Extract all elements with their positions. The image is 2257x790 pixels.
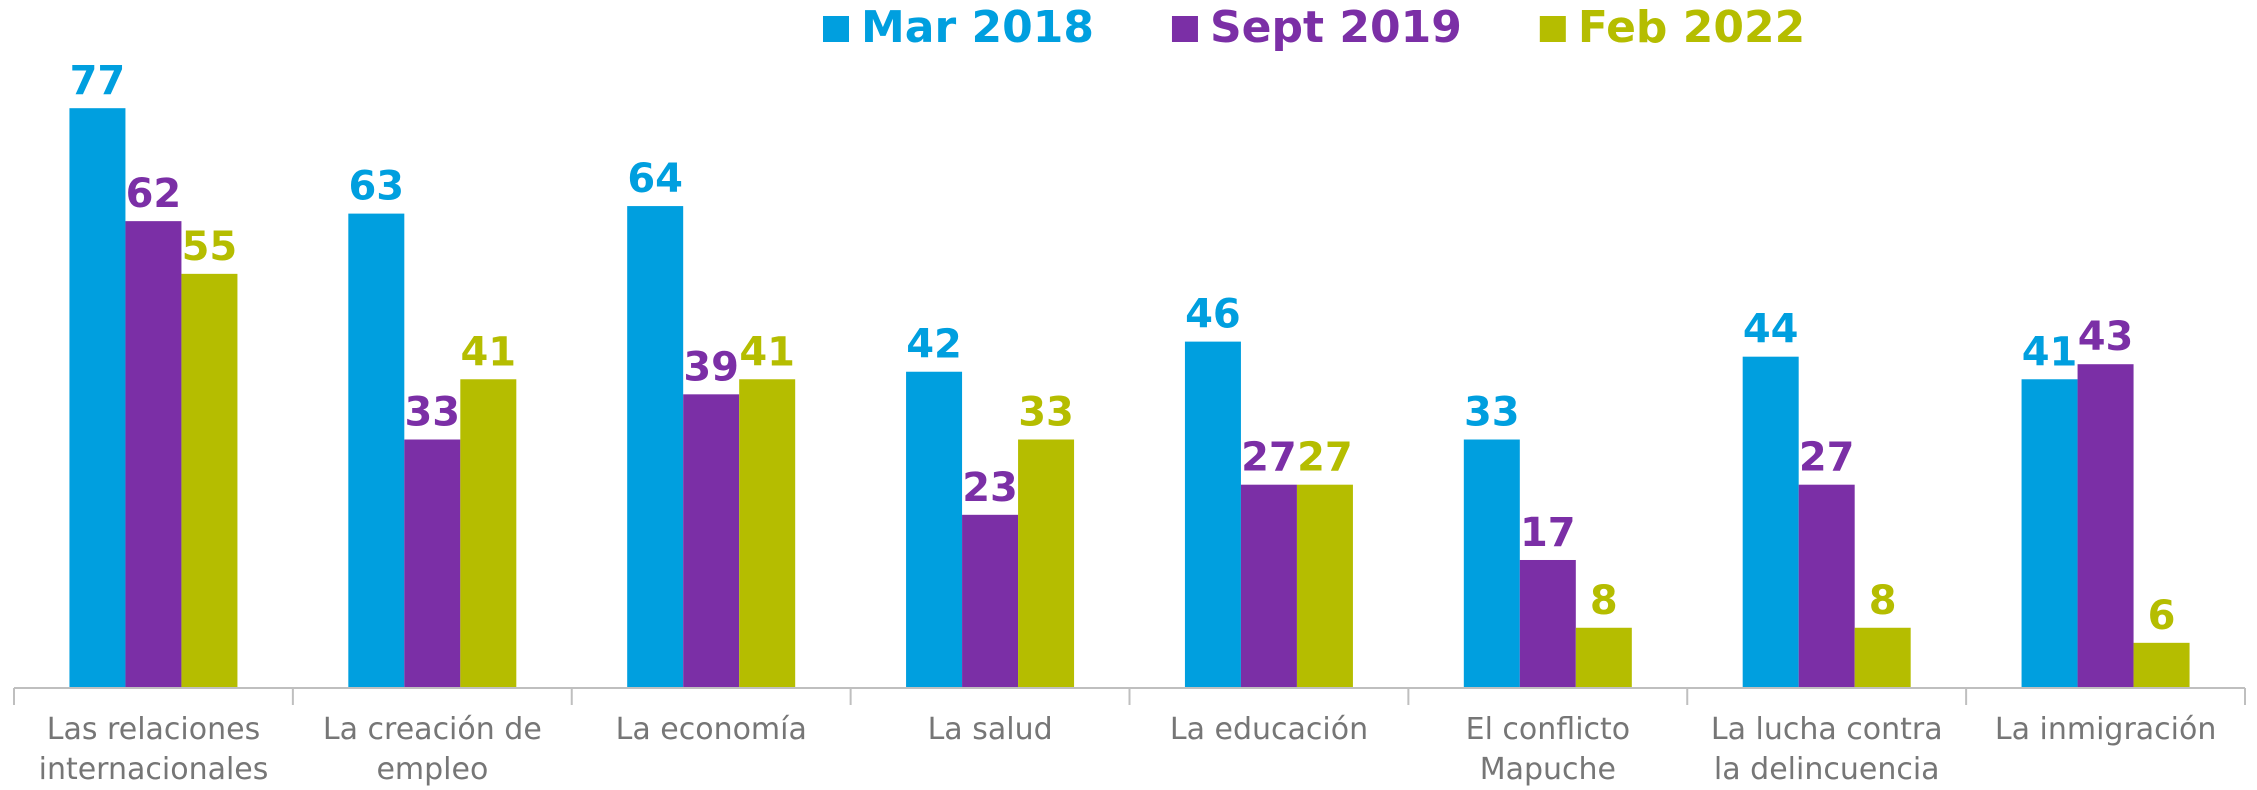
bar bbox=[2133, 642, 2190, 688]
data-label: 8 bbox=[1590, 578, 1618, 624]
data-label: 64 bbox=[627, 156, 683, 202]
bar bbox=[683, 394, 740, 688]
legend-label: Sept 2019 bbox=[1210, 2, 1462, 53]
bar bbox=[125, 221, 182, 688]
data-label: 23 bbox=[962, 465, 1018, 511]
bar bbox=[1519, 559, 1576, 688]
bar bbox=[739, 379, 796, 688]
data-label: 27 bbox=[1297, 435, 1353, 481]
data-label: 39 bbox=[683, 344, 739, 390]
x-tick-label: La creación de empleo bbox=[322, 712, 542, 787]
data-label: 33 bbox=[1464, 390, 1520, 436]
data-label: 42 bbox=[906, 322, 962, 368]
data-label: 43 bbox=[2078, 314, 2134, 360]
x-tick-label: La inmigración bbox=[1994, 712, 2217, 747]
data-label: 46 bbox=[1185, 292, 1241, 338]
data-label: 41 bbox=[739, 329, 795, 375]
data-label: 44 bbox=[1743, 307, 1799, 353]
data-label: 55 bbox=[182, 224, 238, 270]
data-label: 62 bbox=[126, 171, 182, 217]
bar bbox=[181, 273, 238, 688]
legend-swatch bbox=[1171, 16, 1198, 42]
bar bbox=[69, 108, 126, 688]
bar bbox=[906, 371, 963, 688]
x-tick-label: Las relaciones internacionales bbox=[38, 712, 269, 787]
legend-swatch bbox=[1539, 16, 1566, 42]
data-label: 33 bbox=[1018, 390, 1074, 436]
x-tick-label: El conflicto Mapuche bbox=[1465, 712, 1631, 787]
data-label: 27 bbox=[1799, 435, 1855, 481]
x-tick-label: La salud bbox=[927, 712, 1053, 747]
bar bbox=[404, 439, 461, 688]
bar bbox=[1575, 627, 1632, 688]
legend-swatch bbox=[823, 16, 849, 42]
data-label: 41 bbox=[2022, 329, 2078, 375]
bar bbox=[1742, 356, 1799, 688]
data-label: 33 bbox=[404, 390, 460, 436]
bar bbox=[460, 379, 517, 688]
data-label: 6 bbox=[2148, 593, 2176, 639]
bar bbox=[1463, 439, 1520, 688]
bar bbox=[2021, 379, 2078, 688]
legend-label: Mar 2018 bbox=[861, 2, 1094, 53]
bar bbox=[2077, 364, 2134, 688]
data-label: 17 bbox=[1520, 510, 1576, 556]
bar bbox=[1018, 439, 1075, 688]
bar bbox=[1296, 484, 1353, 688]
bar bbox=[627, 206, 684, 688]
legend-label: Feb 2022 bbox=[1578, 2, 1805, 53]
x-tick-label: La economía bbox=[615, 712, 807, 747]
bar bbox=[962, 514, 1019, 688]
bar bbox=[1854, 627, 1911, 688]
data-label: 8 bbox=[1869, 578, 1897, 624]
x-tick-label: La lucha contra la delincuencia bbox=[1710, 712, 1943, 787]
data-label: 77 bbox=[70, 58, 126, 104]
data-label: 41 bbox=[460, 329, 516, 375]
bar bbox=[1798, 484, 1855, 688]
bar bbox=[1184, 341, 1241, 688]
data-label: 27 bbox=[1241, 435, 1297, 481]
x-tick-label: La educación bbox=[1169, 712, 1369, 747]
bar bbox=[1240, 484, 1297, 688]
bar bbox=[348, 213, 405, 689]
data-label: 63 bbox=[348, 164, 404, 210]
